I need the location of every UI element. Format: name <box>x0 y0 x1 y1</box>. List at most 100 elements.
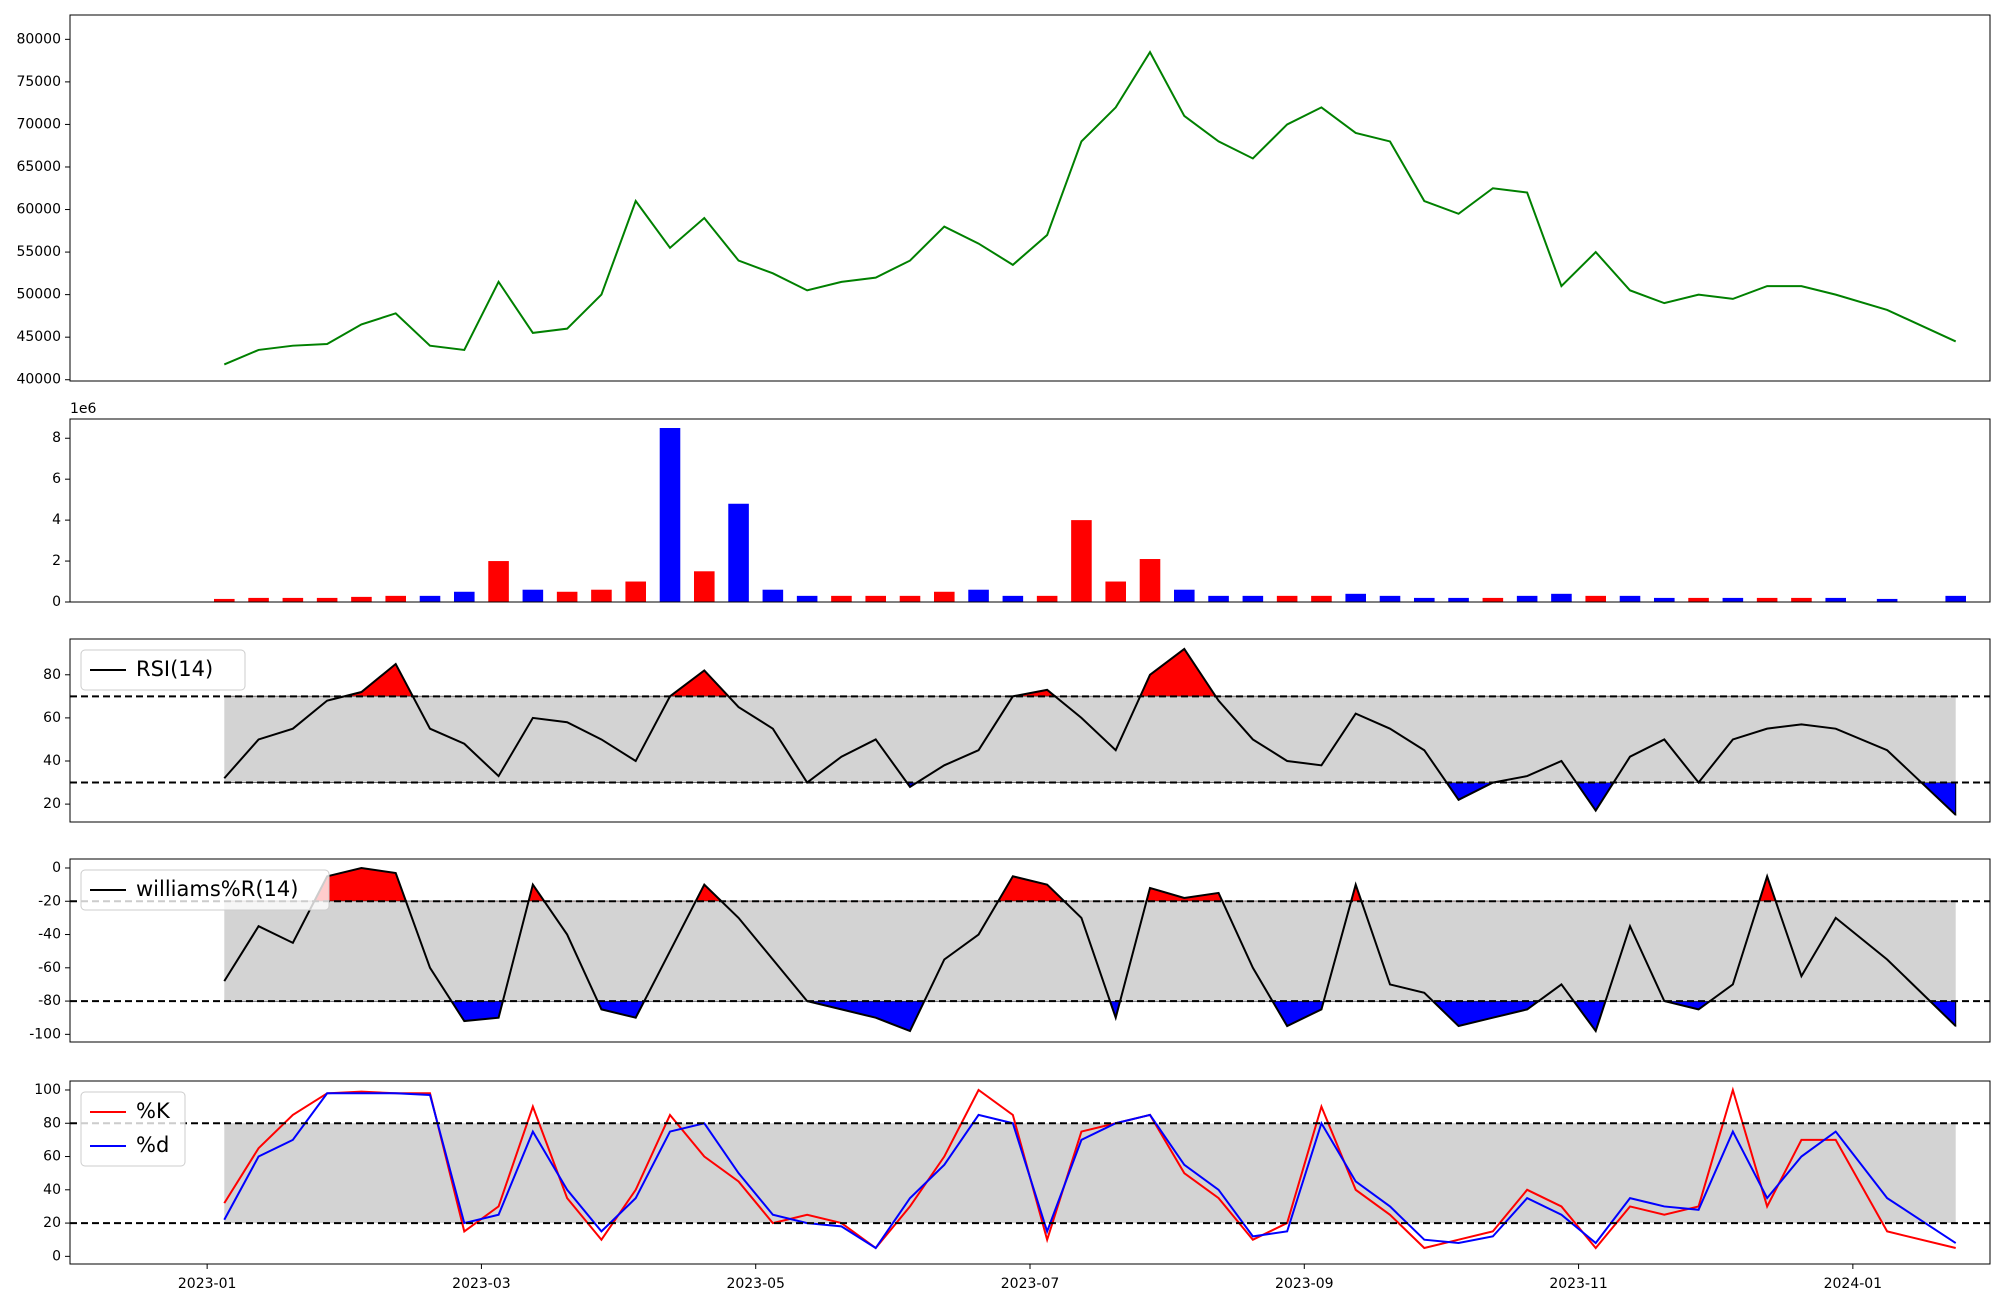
x-tick-label: 2023-07 <box>1001 1276 1060 1292</box>
x-tick-label: 2023-11 <box>1549 1276 1608 1292</box>
volume-bar <box>1825 597 1846 602</box>
legend-label: williams%R(14) <box>136 877 298 901</box>
volume-bar <box>1036 595 1058 602</box>
series-line <box>223 50 1957 366</box>
y-tick-label: 55000 <box>16 244 61 260</box>
y-tick-label: -60 <box>38 960 61 976</box>
y-tick-label: 60 <box>43 1149 61 1165</box>
axes-frame <box>69 638 1991 823</box>
volume-bar <box>1756 597 1778 602</box>
y-tick-label: 4 <box>52 512 61 528</box>
y-tick-label: 20 <box>43 796 61 812</box>
legend-label: %K <box>136 1099 171 1123</box>
y-tick-label: 2 <box>52 553 61 569</box>
y-tick-label: 0 <box>52 1248 61 1264</box>
y-offset-label: 1e6 <box>70 401 97 417</box>
volume-bar <box>1139 559 1161 602</box>
y-tick-label: 60000 <box>16 202 61 218</box>
volume-bar <box>1654 597 1675 602</box>
x-tick-label: 2023-09 <box>1275 1276 1334 1292</box>
y-tick-label: 40000 <box>16 372 61 388</box>
volume-bar <box>1174 589 1195 602</box>
volume-bar <box>488 561 509 602</box>
y-tick-label: 0 <box>52 860 61 876</box>
volume-bar <box>316 597 338 602</box>
volume-bar <box>385 595 406 602</box>
y-tick-label: -100 <box>29 1026 61 1042</box>
fill-above <box>223 867 1957 902</box>
y-tick-label: 65000 <box>16 159 61 175</box>
volume-bar <box>796 595 818 602</box>
volume-bar <box>591 589 612 602</box>
y-tick-label: 45000 <box>16 329 61 345</box>
volume-bar <box>831 595 852 602</box>
y-tick-label: -20 <box>38 893 61 909</box>
y-tick-label: 80000 <box>16 31 61 47</box>
y-tick-label: 6 <box>52 471 61 487</box>
y-tick-label: 70000 <box>16 116 61 132</box>
volume-bar <box>248 597 269 602</box>
y-tick-label: 60 <box>43 710 61 726</box>
y-tick-label: 100 <box>34 1082 61 1098</box>
x-tick-label: 2023-01 <box>178 1276 237 1292</box>
volume-bar <box>1311 595 1332 602</box>
volume-bar <box>1242 595 1264 602</box>
volume-bar <box>1002 595 1024 602</box>
volume-bar <box>659 428 681 602</box>
volume-bar <box>419 595 441 602</box>
volume-bar <box>1105 581 1126 602</box>
y-tick-label: 50000 <box>16 287 61 303</box>
volume-bar <box>762 589 784 602</box>
band <box>224 901 1956 1002</box>
volume-bar <box>1448 597 1469 602</box>
legend-box <box>80 1091 186 1167</box>
volume-bar <box>282 597 304 602</box>
volume-bar <box>214 598 235 602</box>
axes-frame <box>69 14 1991 382</box>
y-tick-label: 8 <box>52 430 61 446</box>
volume-bar <box>625 581 646 602</box>
volume-bar <box>522 589 544 602</box>
volume-bar <box>1414 597 1435 602</box>
x-tick-label: 2023-03 <box>452 1276 511 1292</box>
y-tick-label: -40 <box>38 927 61 943</box>
volume-bar <box>1516 595 1538 602</box>
volume-bar <box>1071 520 1092 602</box>
series-line <box>223 1092 1957 1250</box>
volume-bar <box>1208 595 1229 602</box>
y-tick-label: 80 <box>43 1115 61 1131</box>
x-tick-label: 2023-05 <box>726 1276 785 1292</box>
axes-frame <box>69 418 1991 603</box>
band <box>224 1123 1956 1224</box>
legend-label: RSI(14) <box>136 657 213 681</box>
volume-bar <box>1379 595 1401 602</box>
legend-box <box>80 649 246 691</box>
volume-bar <box>694 571 715 602</box>
y-tick-label: 40 <box>43 753 61 769</box>
y-tick-label: 0 <box>52 594 61 610</box>
volume-bar <box>968 589 989 602</box>
series-line <box>223 647 1957 816</box>
volume-bar <box>728 503 749 602</box>
volume-bar <box>556 591 578 602</box>
volume-bar <box>1688 597 1709 602</box>
volume-bar <box>454 591 475 602</box>
x-tick-label: 2024-01 <box>1824 1276 1883 1292</box>
volume-bar <box>1945 595 1966 602</box>
volume-bar <box>865 595 886 602</box>
legend-box <box>80 869 330 911</box>
y-tick-label: 80 <box>43 667 61 683</box>
volume-bar <box>1482 597 1504 602</box>
volume-bar <box>351 596 372 602</box>
band <box>224 696 1956 783</box>
y-tick-label: 40 <box>43 1182 61 1198</box>
volume-bar <box>1585 595 1606 602</box>
y-tick-label: 75000 <box>16 74 61 90</box>
volume-bar <box>1276 595 1298 602</box>
volume-bar <box>1722 597 1744 602</box>
y-tick-label: -80 <box>38 993 61 1009</box>
volume-bar <box>899 595 921 602</box>
volume-bar <box>934 591 955 602</box>
volume-bar <box>1345 593 1366 602</box>
